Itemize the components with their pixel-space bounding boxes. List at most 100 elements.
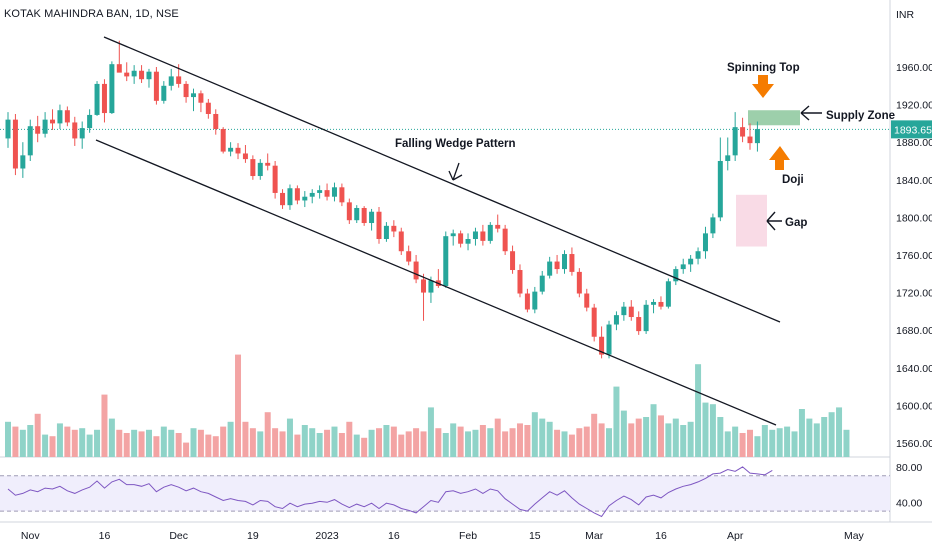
volume-bar <box>717 417 724 457</box>
price-tick-label: 1960.00 <box>896 62 932 74</box>
candle-body <box>517 270 523 294</box>
candle-body <box>636 317 642 332</box>
price-tick-label: 1640.00 <box>896 363 932 375</box>
volume-bar <box>257 431 264 457</box>
falling-wedge-label: Falling Wedge Pattern <box>395 138 516 150</box>
volume-bar <box>509 428 516 457</box>
candle-body <box>458 233 464 244</box>
volume-bar <box>153 436 160 457</box>
candle-body <box>116 64 122 73</box>
candle-body <box>576 271 582 294</box>
price-tick-label: 1720.00 <box>896 288 932 300</box>
volume-bar <box>5 421 11 457</box>
volume-bar <box>353 434 360 457</box>
volume-bar <box>101 394 108 457</box>
volume-bar <box>561 431 568 457</box>
candle-body <box>591 307 597 337</box>
volume-bar <box>264 412 271 457</box>
candle-body <box>220 129 226 152</box>
volume-bar <box>665 423 672 457</box>
volume-bar <box>539 418 546 457</box>
candle-body <box>383 225 389 239</box>
zones <box>0 110 890 247</box>
volume-bar <box>56 423 63 457</box>
volume-bar <box>286 418 293 457</box>
volume-bar <box>457 426 464 457</box>
volume-bar <box>836 407 843 457</box>
volume-bar <box>27 425 34 457</box>
candle-body <box>339 187 345 203</box>
candle-body <box>480 231 486 241</box>
candle-body <box>205 102 211 114</box>
volume-bar <box>361 437 368 457</box>
candle-body <box>257 162 263 177</box>
volume-bar <box>598 423 605 457</box>
volume-bar <box>86 434 93 457</box>
candle-body <box>213 113 219 130</box>
time-tick-label: Mar <box>585 530 604 542</box>
time-tick-label: 15 <box>529 530 541 542</box>
candle-body <box>502 228 508 252</box>
volume-bar <box>368 429 375 457</box>
price-tick-label: 1680.00 <box>896 325 932 337</box>
candle-body <box>702 233 708 252</box>
candle-body <box>168 76 174 86</box>
candle-body <box>235 147 241 154</box>
candle-body <box>584 293 590 308</box>
volume-bar <box>34 413 41 457</box>
volume-bar <box>776 428 783 457</box>
price-tick-label: 1600.00 <box>896 400 932 412</box>
volume-bar <box>628 423 635 457</box>
candle-body <box>161 85 167 101</box>
rsi-series-line <box>7 466 773 518</box>
volume-bar <box>383 425 390 457</box>
volume-bar <box>294 434 301 457</box>
candle-body <box>57 110 63 124</box>
volume-bar <box>12 426 19 457</box>
volume-bar <box>168 429 175 457</box>
volume-bar <box>843 429 850 457</box>
time-tick-label: Feb <box>459 530 477 542</box>
candles <box>5 40 760 359</box>
doji-arrow <box>769 146 790 170</box>
candle-body <box>64 110 70 123</box>
candle-body <box>302 196 308 201</box>
rsi-tick-label: 40.00 <box>896 497 922 509</box>
wedge-upper-line <box>103 36 781 323</box>
candle-body <box>658 301 664 307</box>
candle-body <box>391 225 397 232</box>
volume-bar <box>606 428 613 457</box>
volume-bar <box>798 409 805 457</box>
volume-bar <box>546 421 553 457</box>
candle-body <box>294 188 300 201</box>
candle-body <box>20 155 26 169</box>
time-tick-label: Nov <box>21 530 40 542</box>
volume-bar <box>620 410 627 457</box>
candle-body <box>665 281 671 307</box>
candle-body <box>710 217 716 234</box>
volume-bar <box>435 428 442 457</box>
time-tick-label: 16 <box>655 530 667 542</box>
volume-bar <box>405 431 412 457</box>
volume-bar <box>732 426 739 457</box>
candle-body <box>176 76 182 84</box>
candle-body <box>606 324 612 355</box>
candle-body <box>272 165 278 193</box>
price-tick-label: 1760.00 <box>896 250 932 262</box>
candle-body <box>406 251 412 262</box>
candle-body <box>599 336 605 355</box>
currency-label: INR <box>896 9 915 21</box>
spinning-top-label: Spinning Top <box>727 62 800 74</box>
candle-body <box>495 224 501 229</box>
candle-body <box>740 127 746 137</box>
candle-body <box>510 251 516 271</box>
supply-zone-label: Supply Zone <box>826 110 895 122</box>
volume-bar <box>331 426 338 457</box>
candle-body <box>413 261 419 280</box>
volume-bar <box>227 421 234 457</box>
volume-bar <box>116 429 123 457</box>
volume-bar <box>465 431 472 457</box>
volume-bar <box>747 429 753 457</box>
candle-body <box>228 147 234 152</box>
